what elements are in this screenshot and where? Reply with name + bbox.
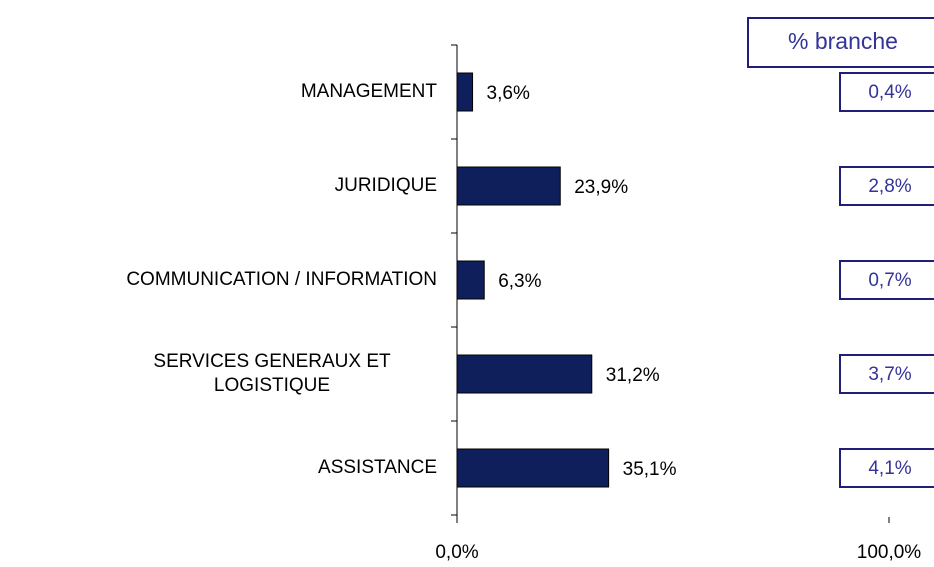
value-label: 3,6% [487, 83, 530, 104]
bar [456, 354, 593, 394]
category-label: JURIDIQUE [334, 175, 437, 196]
bar [456, 72, 474, 112]
bar [456, 260, 485, 300]
branch-box [839, 166, 934, 206]
bar [456, 448, 610, 488]
branch-value: 0,4% [868, 82, 911, 103]
branch-header-box [747, 17, 934, 68]
branch-value: 0,7% [868, 270, 911, 291]
value-label: 6,3% [498, 271, 541, 292]
x-tick-label: 100,0% [857, 542, 922, 563]
x-tick-label: 0,0% [435, 542, 478, 563]
category-label: SERVICES GENERAUX ET LOGISTIQUE [153, 351, 391, 396]
bar [456, 166, 561, 206]
value-label: 31,2% [606, 365, 660, 386]
category-label: MANAGEMENT [300, 81, 437, 102]
branch-value: 2,8% [868, 176, 911, 197]
branch-value: 3,7% [868, 364, 911, 385]
branch-box [839, 72, 934, 112]
category-label: ASSISTANCE [318, 457, 437, 478]
branch-header: % branche [788, 28, 898, 54]
value-label: 23,9% [574, 177, 628, 198]
category-label: COMMUNICATION / INFORMATION [126, 269, 437, 290]
branch-box [839, 260, 934, 300]
branch-box [839, 448, 934, 488]
branch-value: 4,1% [868, 458, 911, 479]
value-label: 35,1% [623, 459, 677, 480]
branch-box [839, 354, 934, 394]
